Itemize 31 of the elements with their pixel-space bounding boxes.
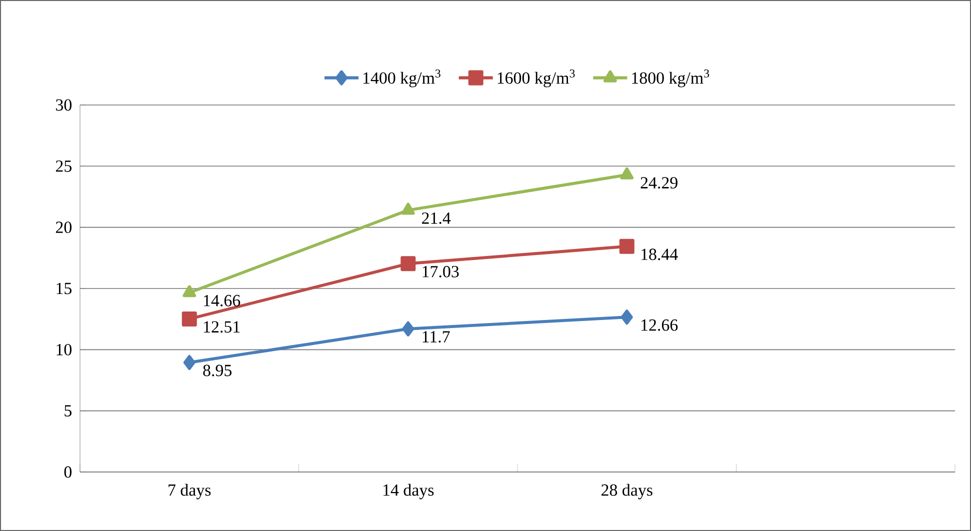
legend-label: 1800 kg/m$^{3}$ [632, 69, 710, 88]
legend-label: 1400 kg/m$^{3}$ [363, 69, 440, 88]
y-tick-label: 5 [64, 405, 72, 416]
point [182, 311, 197, 326]
data-label: 11.7 [422, 331, 450, 343]
point [402, 321, 414, 336]
data-label: 8.95 [203, 364, 232, 376]
y-tick-label: 10 [56, 344, 72, 356]
data-label: 17.03 [422, 266, 459, 278]
data-label: 21.4 [422, 212, 451, 224]
data-label: 14.66 [204, 294, 240, 306]
y-tick-label: 15 [56, 282, 72, 294]
legend-label: 1600 kg/m$^{3}$ [498, 69, 575, 88]
point [183, 355, 196, 370]
x-tick-label: 14 days [384, 484, 434, 500]
y-tick-label: 0 [64, 466, 72, 478]
point [620, 167, 634, 180]
point [620, 310, 633, 325]
point [619, 238, 634, 254]
y-tick-label: 20 [56, 222, 72, 234]
data-label: 12.66 [642, 319, 678, 331]
point [182, 285, 196, 298]
point [400, 256, 416, 272]
x-tick-label: 7 days [168, 484, 211, 500]
data-label: 12.51 [204, 321, 240, 333]
x-tick-label: 28 days [602, 484, 652, 500]
data-label: 18.44 [642, 248, 678, 260]
y-tick-label: 30 [56, 99, 72, 111]
point [401, 202, 415, 215]
data-label: 24.29 [640, 177, 678, 189]
y-tick-label: 25 [56, 160, 72, 172]
